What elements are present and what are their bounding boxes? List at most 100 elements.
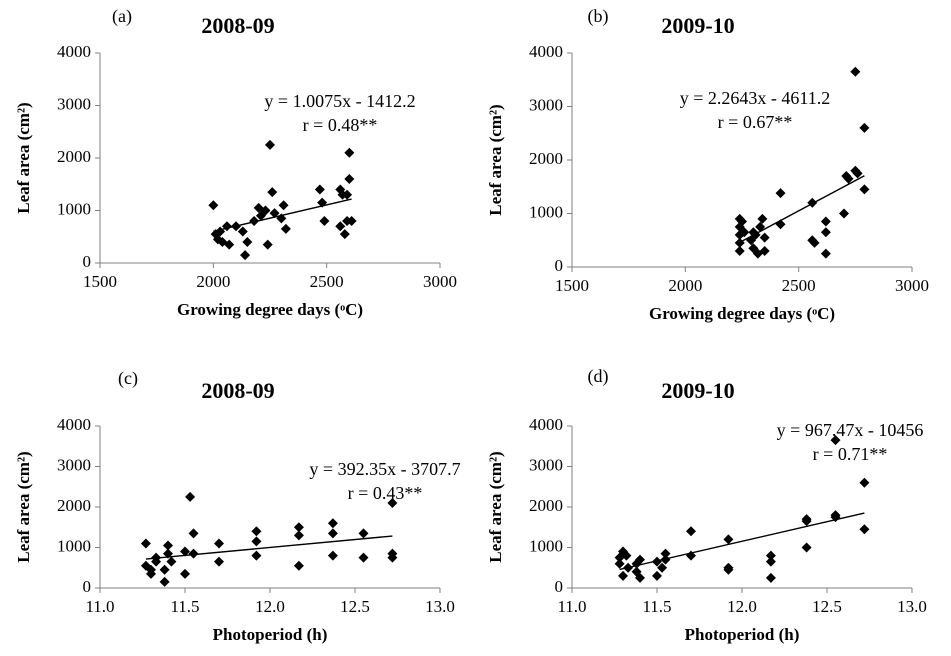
- data-point: [859, 524, 870, 535]
- panel-label: (c): [118, 368, 138, 389]
- r-value: r = 0.43**: [348, 483, 423, 503]
- data-point: [765, 572, 776, 583]
- data-point: [260, 205, 271, 216]
- y-tick-label: 0: [83, 252, 92, 271]
- data-point: [314, 184, 325, 195]
- y-tick-label: 0: [83, 577, 92, 596]
- trend-line: [145, 535, 393, 560]
- y-tick-label: 4000: [57, 42, 91, 61]
- data-point: [775, 188, 786, 199]
- data-point: [830, 512, 841, 523]
- y-tick-label: 1000: [529, 536, 563, 555]
- data-point: [159, 576, 170, 587]
- data-point: [850, 66, 861, 77]
- data-point: [327, 518, 338, 529]
- data-point: [820, 248, 831, 259]
- data-point: [820, 216, 831, 227]
- data-point: [293, 560, 304, 571]
- equation: y = 1.0075x - 1412.2: [264, 91, 415, 111]
- data-point: [765, 556, 776, 567]
- x-tick-label: 12.5: [812, 597, 842, 616]
- data-point: [335, 221, 346, 232]
- chart-title: 2008-09: [201, 13, 274, 38]
- x-tick-label: 2000: [668, 276, 702, 295]
- data-point: [759, 245, 770, 256]
- data-point: [344, 147, 355, 158]
- data-point: [830, 435, 841, 446]
- y-tick-label: 1000: [57, 199, 91, 218]
- y-tick-label: 4000: [529, 415, 563, 434]
- x-axis-label: Growing degree days (ᵒC): [177, 300, 363, 319]
- x-tick-label: 1500: [83, 272, 117, 291]
- data-point: [327, 528, 338, 539]
- y-axis-label: Leaf area (cm²): [486, 451, 505, 562]
- data-point: [859, 122, 870, 133]
- data-point: [317, 197, 328, 208]
- x-tick-label: 11.5: [642, 597, 671, 616]
- data-point: [843, 173, 854, 184]
- data-point: [686, 550, 696, 561]
- y-tick-label: 2000: [529, 149, 563, 168]
- y-axis-label: Leaf area (cm²): [486, 104, 505, 215]
- data-point: [269, 208, 280, 219]
- data-point: [801, 516, 812, 527]
- x-tick-label: 2000: [196, 272, 230, 291]
- data-point: [185, 491, 196, 502]
- data-point: [278, 200, 289, 211]
- data-point: [221, 221, 232, 232]
- data-point: [660, 548, 671, 559]
- r-value: r = 0.48**: [303, 115, 378, 135]
- data-point: [280, 223, 291, 234]
- data-point: [344, 174, 355, 184]
- data-point: [276, 213, 287, 224]
- data-point: [251, 550, 262, 561]
- data-point: [765, 550, 776, 561]
- data-point: [242, 237, 253, 247]
- data-point: [214, 538, 224, 549]
- x-tick-label: 2500: [782, 276, 816, 295]
- data-point: [163, 540, 173, 551]
- x-tick-label: 13.0: [897, 597, 927, 616]
- r-value: r = 0.67**: [718, 112, 793, 132]
- x-tick-label: 12.0: [255, 597, 285, 616]
- data-point: [820, 227, 831, 238]
- data-point: [739, 227, 750, 238]
- x-axis-label: Photoperiod (h): [213, 625, 328, 644]
- y-tick-label: 3000: [57, 455, 91, 474]
- data-point: [801, 542, 812, 553]
- y-tick-label: 2000: [57, 147, 91, 166]
- equation: y = 967.47x - 10456: [777, 420, 924, 440]
- data-point: [237, 226, 248, 237]
- data-point: [327, 550, 338, 561]
- x-tick-label: 12.0: [727, 597, 757, 616]
- chart-title: 2009-10: [661, 13, 734, 38]
- data-point: [188, 528, 199, 539]
- data-point: [339, 229, 350, 240]
- data-point: [342, 189, 353, 200]
- x-tick-label: 11.5: [170, 597, 199, 616]
- x-tick-label: 1500: [555, 276, 589, 295]
- panel-label: (a): [112, 6, 132, 27]
- data-point: [657, 562, 668, 573]
- data-point: [224, 239, 235, 250]
- data-point: [618, 570, 628, 581]
- y-tick-label: 0: [555, 577, 564, 596]
- data-point: [757, 213, 768, 224]
- data-point: [293, 522, 304, 533]
- r-value: r = 0.71**: [813, 444, 888, 464]
- data-point: [140, 538, 151, 549]
- y-tick-label: 2000: [529, 496, 563, 515]
- panel-label: (b): [588, 6, 609, 27]
- data-point: [358, 528, 369, 539]
- data-point: [635, 572, 645, 583]
- data-point: [251, 526, 262, 537]
- y-tick-label: 3000: [529, 95, 563, 114]
- data-point: [208, 200, 219, 211]
- x-axis-label: Photoperiod (h): [685, 625, 800, 644]
- y-tick-label: 1000: [57, 536, 91, 555]
- x-tick-label: 13.0: [425, 597, 455, 616]
- data-point: [723, 564, 734, 575]
- x-tick-label: 11.0: [557, 597, 586, 616]
- data-point: [652, 556, 662, 567]
